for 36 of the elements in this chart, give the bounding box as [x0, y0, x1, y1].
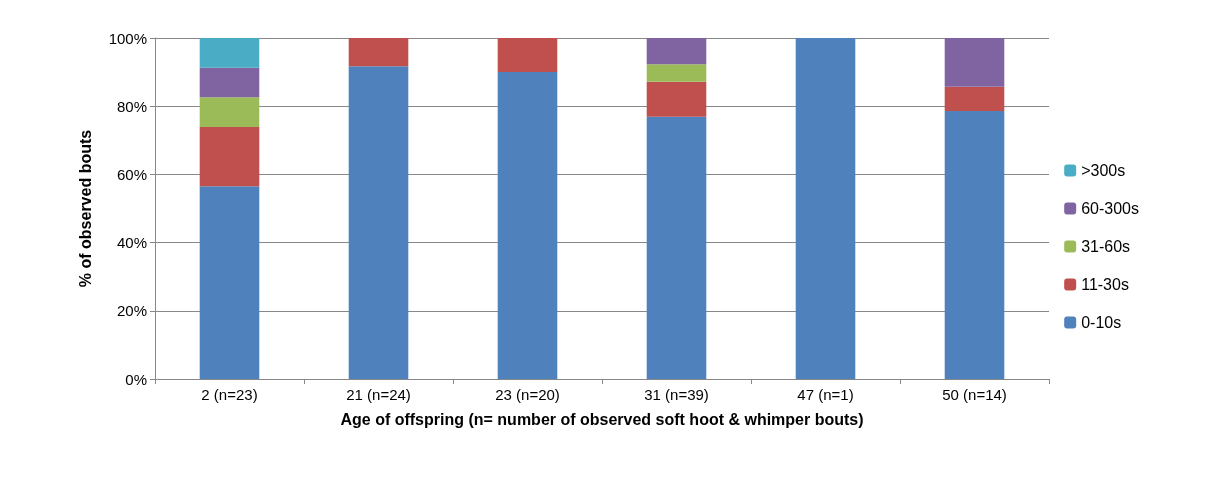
y-tick-label: 20%	[116, 302, 147, 320]
bar	[199, 38, 260, 68]
legend-label: 60-300s	[1081, 200, 1140, 217]
bar	[497, 38, 558, 73]
bar	[646, 81, 707, 117]
y-tick-label: 0%	[125, 370, 147, 388]
bar	[944, 86, 1005, 111]
x-tick-label: 50 (n=14)	[942, 386, 1007, 403]
bar	[944, 110, 1005, 379]
legend-label: 31-60s	[1081, 238, 1131, 255]
y-tick-label: 60%	[116, 165, 147, 183]
bar	[199, 97, 260, 127]
bar	[944, 38, 1005, 87]
legend-label: 0-10s	[1081, 314, 1122, 331]
x-tick-label: 47 (n=1)	[797, 386, 854, 403]
y-tick-label: 40%	[116, 234, 147, 252]
x-axis-title: Age of offspring (n= number of observed soft hoot & whimper bouts)	[340, 410, 864, 428]
bar	[348, 66, 409, 379]
bar	[199, 127, 260, 187]
bar	[348, 38, 409, 67]
legend-label: 11-30s	[1081, 276, 1129, 293]
bar	[497, 72, 558, 379]
bar	[199, 186, 260, 379]
bar	[199, 67, 260, 98]
y-tick-label: 100%	[108, 29, 147, 47]
legend-label: >300s	[1081, 162, 1126, 179]
y-tick-label: 80%	[116, 97, 147, 115]
bar	[646, 116, 707, 379]
y-axis-title: % of observed bouts	[76, 129, 94, 288]
x-tick-label: 21 (n=24)	[346, 386, 411, 403]
x-tick-label: 31 (n=39)	[644, 386, 709, 403]
bar	[795, 38, 856, 379]
bar	[646, 38, 707, 65]
x-tick-label: 23 (n=20)	[495, 386, 560, 403]
x-tick-label: 2 (n=23)	[201, 386, 258, 403]
bar	[646, 64, 707, 82]
